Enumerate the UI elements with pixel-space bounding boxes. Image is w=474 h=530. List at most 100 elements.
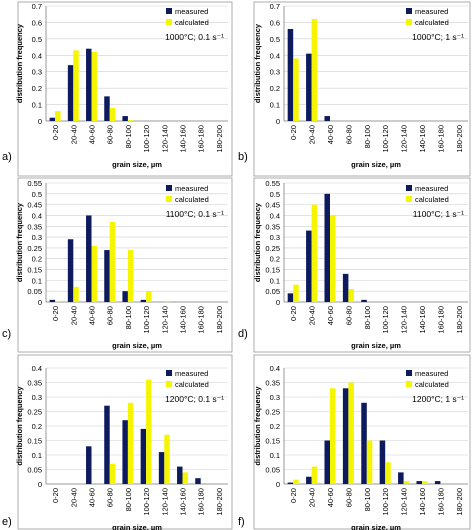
- bar-measured-0-20: [49, 299, 56, 302]
- bar-calculated-0-20: [293, 284, 299, 302]
- x-tick-label: 140-160: [418, 125, 427, 153]
- bar-measured-0-20: [287, 482, 294, 484]
- bar-measured-60-80: [342, 273, 349, 302]
- panel-border: [253, 177, 471, 353]
- x-tick-label: 120-140: [400, 488, 409, 516]
- bar-calculated-140-160: [182, 472, 188, 484]
- y-tick-label: 0.35: [27, 379, 42, 388]
- bar-calculated-120-140: [403, 481, 410, 484]
- legend-swatch-measured: [406, 8, 412, 14]
- bar-measured-60-80: [104, 405, 110, 484]
- x-axis-title: grain size, µm: [112, 341, 162, 350]
- panel-border: [17, 177, 233, 353]
- x-tick-label: 120-140: [400, 306, 409, 334]
- bar-measured-40-60: [324, 440, 330, 484]
- y-tick-label: 0.5: [32, 35, 42, 44]
- x-tick-label: 120-140: [400, 125, 409, 153]
- bar-calculated-120-140: [164, 300, 170, 302]
- y-tick-label: 0.5: [32, 190, 42, 199]
- y-tick-label: 0: [38, 117, 42, 126]
- bar-measured-0-20: [287, 293, 294, 302]
- bar-measured-140-160: [177, 466, 183, 484]
- bar-measured-120-140: [158, 452, 165, 484]
- x-tick-label: 160-180: [436, 488, 445, 516]
- x-tick-label: 180-200: [215, 125, 224, 153]
- y-axis-title: distribution frequency: [253, 386, 262, 466]
- bar-measured-40-60: [86, 215, 92, 302]
- x-tick-label: 80-100: [124, 125, 133, 148]
- x-axis-title: grain size, µm: [351, 160, 401, 169]
- bar-measured-40-60: [86, 48, 92, 121]
- x-tick-label: 160-180: [197, 488, 206, 516]
- x-tick-label: 80-100: [363, 125, 372, 148]
- x-tick-label: 20-40: [308, 306, 317, 325]
- bar-measured-120-140: [398, 472, 404, 484]
- x-tick-label: 40-60: [88, 125, 97, 144]
- x-tick-label: 160-180: [436, 306, 445, 334]
- bar-calculated-60-80: [348, 382, 354, 484]
- y-tick-label: 0.4: [32, 364, 42, 373]
- bar-calculated-40-60: [330, 215, 336, 302]
- bar-measured-20-40: [306, 53, 312, 122]
- x-tick-label: 100-120: [381, 488, 390, 516]
- x-tick-label: 140-160: [179, 306, 188, 334]
- y-tick-label: 0.1: [32, 276, 42, 285]
- bar-calculated-60-80: [109, 221, 116, 302]
- bar-measured-60-80: [342, 388, 349, 484]
- y-tick-label: 0.6: [32, 18, 42, 27]
- legend-label-calculated: calculated: [175, 380, 209, 389]
- x-tick-label: 0-20: [289, 488, 298, 503]
- y-tick-label: 0.7: [32, 2, 42, 11]
- y-tick-label: 0: [38, 298, 42, 307]
- x-tick-label: 160-180: [197, 125, 206, 153]
- y-tick-label: 0.3: [270, 68, 280, 77]
- y-tick-label: 0.1: [32, 451, 42, 460]
- x-tick-label: 120-140: [160, 125, 169, 153]
- y-tick-label: 0.1: [270, 451, 280, 460]
- bar-measured-0-20: [287, 29, 294, 121]
- legend-label-calculated: calculated: [415, 195, 449, 204]
- chart-panel-b: 0 0.1 0.2 0.3 0.4 0.5 0.6 0.7 0-20 20-40 40-60 60-8…: [238, 1, 471, 177]
- bar-measured-140-160: [416, 481, 422, 484]
- legend-swatch-measured: [166, 185, 172, 191]
- condition-label: 1100°C; 1 s⁻¹: [413, 209, 464, 219]
- x-tick-label: 140-160: [179, 488, 188, 516]
- y-axis-title: distribution frequency: [253, 23, 262, 103]
- y-tick-label: 0.05: [27, 466, 42, 475]
- x-tick-label: 20-40: [308, 125, 317, 144]
- x-tick-label: 100-120: [142, 488, 151, 516]
- bar-measured-80-100: [361, 299, 367, 302]
- x-tick-label: 80-100: [363, 306, 372, 329]
- x-tick-label: 60-80: [344, 125, 353, 144]
- y-tick-label: 0.45: [27, 201, 42, 210]
- y-tick-label: 0.15: [265, 437, 280, 446]
- bar-measured-100-120: [379, 440, 386, 484]
- x-tick-label: 40-60: [326, 488, 335, 507]
- bar-calculated-20-40: [311, 19, 318, 122]
- y-tick-label: 0.45: [265, 201, 280, 210]
- x-tick-label: 100-120: [142, 125, 151, 153]
- y-tick-label: 0.1: [270, 276, 280, 285]
- y-tick-label: 0.25: [27, 244, 42, 253]
- y-tick-label: 0.15: [27, 266, 42, 275]
- legend-swatch-calculated: [406, 19, 412, 25]
- y-tick-label: 0.2: [32, 255, 42, 264]
- bar-calculated-120-140: [164, 434, 170, 484]
- bar-measured-60-80: [104, 250, 110, 302]
- legend-swatch-calculated: [166, 381, 172, 387]
- bar-calculated-40-60: [91, 52, 97, 121]
- bar-calculated-20-40: [311, 466, 318, 484]
- legend-swatch-calculated: [166, 196, 172, 202]
- y-axis-title: distribution frequency: [15, 23, 24, 103]
- bar-calculated-0-20: [55, 111, 61, 121]
- condition-label: 1000°C; 1 s⁻¹: [412, 32, 464, 42]
- y-tick-label: 0.05: [265, 466, 280, 475]
- x-tick-label: 0-20: [289, 306, 298, 321]
- legend-swatch-measured: [166, 370, 172, 376]
- legend-label-measured: measured: [415, 7, 448, 16]
- y-tick-label: 0.2: [270, 422, 280, 431]
- legend-label-measured: measured: [175, 184, 208, 193]
- panel-border: [253, 1, 471, 177]
- bar-calculated-60-80: [109, 107, 116, 121]
